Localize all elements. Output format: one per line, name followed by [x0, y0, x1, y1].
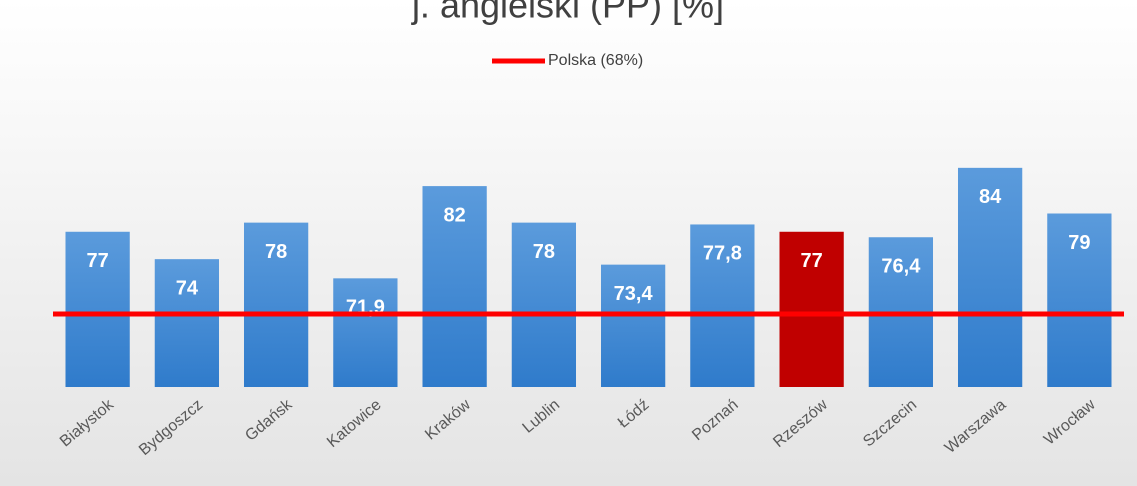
- data-label: 74: [176, 277, 199, 299]
- data-label: 78: [533, 241, 555, 263]
- bar: [1047, 213, 1112, 387]
- bar: [154, 259, 220, 387]
- bar: [600, 264, 666, 387]
- bar: [243, 222, 309, 387]
- bar: [779, 231, 844, 387]
- data-label: 82: [444, 204, 466, 226]
- data-label: 76,4: [881, 256, 921, 278]
- data-label: 77,8: [703, 243, 742, 265]
- data-label: 77: [801, 250, 823, 272]
- bar: [65, 231, 130, 387]
- data-label: 77: [87, 250, 109, 272]
- legend-label: Polska (68%): [548, 52, 643, 69]
- bar: [511, 222, 577, 387]
- data-label: 84: [979, 186, 1002, 208]
- data-label: 79: [1068, 232, 1090, 254]
- data-label: 78: [265, 241, 287, 263]
- bar: [333, 278, 398, 387]
- bar: [690, 224, 755, 387]
- bar: [422, 186, 487, 387]
- chart-title: j. angielski (PP) [%]: [411, 0, 724, 26]
- bar: [957, 167, 1023, 387]
- data-label: 73,4: [614, 283, 654, 305]
